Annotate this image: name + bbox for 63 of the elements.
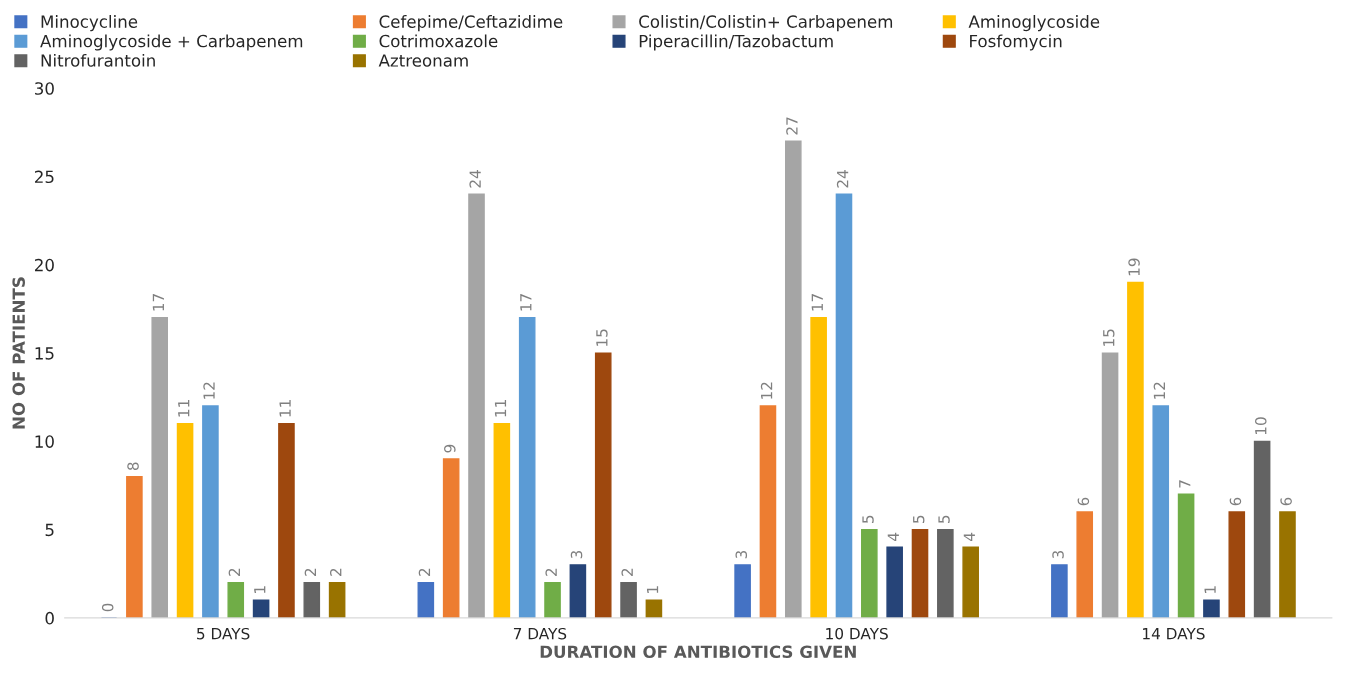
legend-label: Nitrofurantoin [41, 53, 155, 67]
data-label: 15 [596, 329, 608, 346]
data-label: 9 [444, 444, 456, 453]
data-label: 8 [127, 462, 139, 471]
data-label: 3 [1052, 550, 1064, 559]
data-label: 15 [1103, 329, 1115, 346]
data-label: 12 [1153, 382, 1165, 399]
legend-label: Aminoglycoside [968, 15, 1100, 32]
data-label: 17 [811, 294, 823, 311]
data-label: 24 [836, 170, 849, 188]
y-tick-label: 5 [45, 523, 54, 537]
y-axis-title: NO OF PATIENTS [12, 277, 25, 429]
x-tick-label: 5 DAYS [197, 627, 250, 640]
data-label: 3 [570, 550, 583, 559]
data-label: 11 [279, 400, 291, 417]
data-label: 4 [963, 532, 975, 541]
legend-label: Aztreonam [378, 54, 468, 67]
data-label: 7 [1179, 480, 1191, 488]
data-label: 10 [1255, 417, 1267, 435]
data-label: 12 [760, 382, 773, 399]
y-tick-label: 0 [45, 611, 54, 625]
x-tick-label: 10 DAYS [826, 627, 888, 640]
x-axis-title: DURATION OF ANTIBIOTICS GIVEN [540, 645, 856, 659]
y-tick-label: 30 [35, 82, 54, 95]
legend-label: Minocycline [41, 15, 138, 32]
data-label: 4 [887, 532, 899, 541]
data-label: 11 [178, 400, 190, 417]
y-tick-label: 25 [34, 170, 54, 184]
data-label: 17 [152, 294, 164, 311]
legend-label: Fosfomycin [970, 34, 1062, 51]
data-label: 27 [786, 117, 798, 135]
data-label: 2 [621, 568, 633, 576]
data-label: 11 [494, 400, 507, 417]
data-label: 5 [938, 515, 950, 523]
data-label: 1 [646, 586, 659, 593]
data-label: 24 [469, 170, 481, 188]
data-label: 5 [862, 515, 874, 523]
data-label: 17 [520, 294, 532, 311]
data-label: 2 [418, 568, 431, 576]
legend-label: Colistin/Colistin+ Carbapenem [639, 15, 893, 32]
data-label: 19 [1128, 258, 1140, 276]
data-label: 1 [254, 586, 266, 593]
legend-label: Cefepime/Ceftazidime [379, 15, 563, 32]
data-label: 0 [101, 603, 114, 612]
data-label: 6 [1229, 497, 1242, 506]
y-tick-label: 20 [34, 258, 54, 272]
data-label: 12 [203, 382, 215, 399]
y-tick-label: 15 [35, 347, 54, 360]
data-label: 3 [735, 550, 748, 559]
data-label: 2 [330, 568, 342, 576]
data-label: 2 [545, 568, 557, 576]
x-tick-label: 7 DAYS [513, 627, 567, 640]
y-tick-label: 10 [35, 435, 54, 448]
data-label: 2 [304, 568, 316, 576]
data-label: 5 [913, 515, 925, 523]
x-tick-label: 14 DAYS [1143, 627, 1205, 640]
data-label: 1 [1204, 586, 1216, 593]
legend-label: Cotrimoxazole [379, 34, 498, 48]
data-label: 6 [1077, 497, 1090, 506]
data-label: 6 [1280, 497, 1292, 506]
legend-label: Aminoglycoside + Carbapenem [40, 34, 303, 51]
legend-label: Piperacillin/Tazobactum [639, 34, 833, 51]
data-label: 2 [228, 568, 240, 576]
